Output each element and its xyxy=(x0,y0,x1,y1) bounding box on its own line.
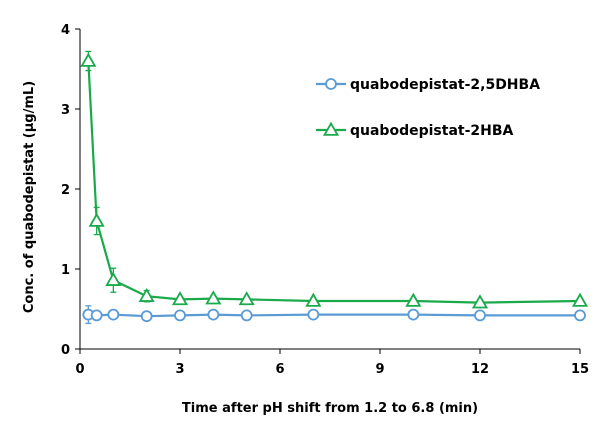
data-point xyxy=(138,287,155,302)
legend: quabodepistat-2,5DHBA quabodepistat-2HBA xyxy=(316,77,540,139)
legend-marker xyxy=(322,121,340,136)
data-point xyxy=(405,292,422,307)
legend-label: quabodepistat-2HBA xyxy=(350,123,514,139)
data-point xyxy=(171,291,189,306)
data-point xyxy=(407,308,420,321)
y-tick-label: 1 xyxy=(61,263,70,278)
x-tick-label: 3 xyxy=(175,362,184,377)
legend-marker xyxy=(325,78,337,90)
x-tick-label: 15 xyxy=(571,362,589,377)
data-point xyxy=(471,294,489,309)
data-point xyxy=(80,52,97,67)
data-point xyxy=(174,309,186,322)
x-tick-label: 6 xyxy=(275,362,284,377)
x-tick-label: 12 xyxy=(471,362,489,377)
series-line xyxy=(87,60,581,304)
data-point xyxy=(571,292,589,307)
y-tick-label: 3 xyxy=(61,103,70,118)
data-point xyxy=(307,308,320,321)
x-tick-label: 9 xyxy=(375,362,384,377)
x-axis-label: Time after pH shift from 1.2 to 6.8 (min… xyxy=(182,401,478,416)
y-tick-label: 0 xyxy=(61,343,70,358)
x-tick-label: 0 xyxy=(75,362,84,377)
series-line xyxy=(88,313,580,318)
y-axis-label: Conc. of quabodepistat (μg/mL) xyxy=(22,81,37,313)
data-point xyxy=(205,290,222,305)
series-circle xyxy=(82,305,586,325)
data-point xyxy=(207,308,220,321)
data-point xyxy=(240,309,253,322)
data-point xyxy=(90,309,103,322)
data-point xyxy=(88,212,105,227)
plot-area xyxy=(80,50,589,325)
data-point xyxy=(574,309,586,322)
data-point xyxy=(305,292,322,307)
data-point xyxy=(140,310,153,323)
y-tick-label: 2 xyxy=(61,183,70,198)
data-point xyxy=(107,308,120,321)
y-tick-label: 4 xyxy=(61,23,70,38)
data-point xyxy=(238,291,255,306)
data-point xyxy=(474,309,486,322)
legend-label: quabodepistat-2,5DHBA xyxy=(350,77,540,93)
data-point xyxy=(105,271,122,286)
axes xyxy=(75,28,581,354)
series-triangle xyxy=(80,50,589,309)
